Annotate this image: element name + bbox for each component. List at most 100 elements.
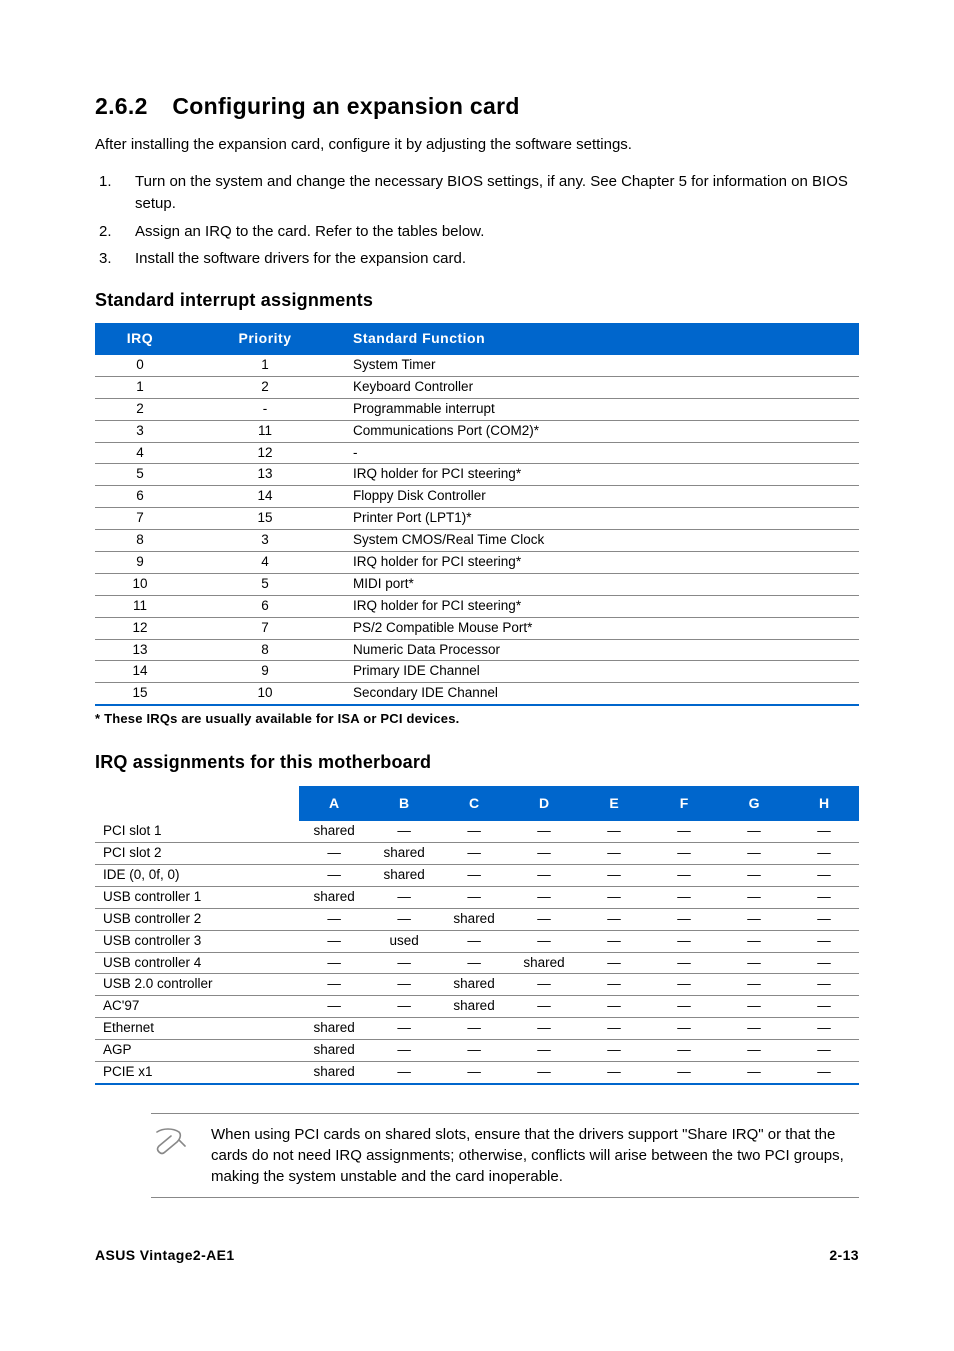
table-cell: — [719,821,789,842]
table-cell: — [579,864,649,886]
step-text: Turn on the system and change the necess… [135,171,859,215]
table-row: USB controller 3—used—————— [95,930,859,952]
table-cell: — [579,821,649,842]
table-cell: 5 [95,464,185,486]
table-cell: USB controller 1 [95,886,299,908]
table-cell: — [439,1018,509,1040]
table-header-cell: D [509,786,579,822]
table-cell: 8 [95,530,185,552]
table-row: 12Keyboard Controller [95,376,859,398]
table-cell: PCI slot 2 [95,843,299,865]
intro-paragraph: After installing the expansion card, con… [95,134,859,155]
table-cell: 9 [185,661,345,683]
table-cell: USB controller 2 [95,908,299,930]
table-row: 513IRQ holder for PCI steering* [95,464,859,486]
step-text: Assign an IRQ to the card. Refer to the … [135,221,859,243]
table-cell: — [509,996,579,1018]
table-row: AGPshared——————— [95,1040,859,1062]
table-cell: — [369,1061,439,1083]
table-cell: 14 [185,486,345,508]
table-cell: 3 [95,420,185,442]
table-cell: — [789,974,859,996]
table-row: 83System CMOS/Real Time Clock [95,530,859,552]
table-cell: Communications Port (COM2)* [345,420,859,442]
table-cell: — [439,952,509,974]
table-cell: — [439,1040,509,1062]
table-cell: — [509,974,579,996]
table-header-cell: Standard Function [345,323,859,355]
table-cell: — [789,864,859,886]
table-cell: — [579,974,649,996]
table-cell: — [369,1018,439,1040]
table-cell: — [649,843,719,865]
table-cell: — [789,996,859,1018]
table-cell: IRQ holder for PCI steering* [345,464,859,486]
irq-table: IRQPriorityStandard Function 01System Ti… [95,323,859,706]
table-cell: MIDI port* [345,573,859,595]
table-cell: 4 [185,551,345,573]
table-row: PCI slot 2—shared—————— [95,843,859,865]
table-header-cell: IRQ [95,323,185,355]
table-cell: 8 [185,639,345,661]
table-row: IDE (0, 0f, 0)—shared—————— [95,864,859,886]
table-cell: Numeric Data Processor [345,639,859,661]
table-row: 1510Secondary IDE Channel [95,683,859,705]
table-cell: — [579,1061,649,1083]
table-cell: — [649,1018,719,1040]
table-cell: 6 [95,486,185,508]
table-header-cell: A [299,786,369,822]
table-header-cell: Priority [185,323,345,355]
table-row: 127PS/2 Compatible Mouse Port* [95,617,859,639]
table-cell: 2 [95,398,185,420]
table-row: Ethernetshared——————— [95,1018,859,1040]
table-cell: shared [299,1018,369,1040]
table-cell: — [719,974,789,996]
table-cell: shared [509,952,579,974]
table-cell: PCI slot 1 [95,821,299,842]
mb-table-body: PCI slot 1shared———————PCI slot 2—shared… [95,821,859,1084]
table-cell: used [369,930,439,952]
table-cell: 3 [185,530,345,552]
table-cell: 12 [95,617,185,639]
table-cell: 0 [95,355,185,376]
table-cell: — [719,952,789,974]
table-cell: 10 [185,683,345,705]
table-cell: Primary IDE Channel [345,661,859,683]
table-cell: — [719,1018,789,1040]
table-cell: Ethernet [95,1018,299,1040]
table-header-cell: C [439,786,509,822]
table-cell: PS/2 Compatible Mouse Port* [345,617,859,639]
table-cell: — [579,996,649,1018]
table-header-cell [95,786,299,822]
table-cell: — [719,1061,789,1083]
table-cell: — [789,1018,859,1040]
table-cell: Printer Port (LPT1)* [345,508,859,530]
table-cell: — [719,1040,789,1062]
section-heading: 2.6.2 Configuring an expansion card [95,90,859,122]
table-cell: 9 [95,551,185,573]
table-row: 01System Timer [95,355,859,376]
table-cell: 1 [95,376,185,398]
step-item: 2.Assign an IRQ to the card. Refer to th… [99,221,859,243]
table-cell: — [299,996,369,1018]
table-cell: — [649,974,719,996]
table-row: 2-Programmable interrupt [95,398,859,420]
table-cell: USB controller 3 [95,930,299,952]
table-cell: 5 [185,573,345,595]
table-cell: — [789,843,859,865]
table-cell: — [509,1061,579,1083]
note-box: When using PCI cards on shared slots, en… [151,1113,859,1198]
table-cell: — [719,843,789,865]
table-cell: — [789,930,859,952]
table-row: 116IRQ holder for PCI steering* [95,595,859,617]
mb-subheading: IRQ assignments for this motherboard [95,750,859,775]
table-cell: — [649,886,719,908]
table-cell: — [439,864,509,886]
table-cell: 6 [185,595,345,617]
table-row: 94IRQ holder for PCI steering* [95,551,859,573]
table-cell: shared [439,996,509,1018]
table-cell: shared [299,821,369,842]
table-cell: Keyboard Controller [345,376,859,398]
table-cell: IDE (0, 0f, 0) [95,864,299,886]
table-row: USB controller 4———shared———— [95,952,859,974]
